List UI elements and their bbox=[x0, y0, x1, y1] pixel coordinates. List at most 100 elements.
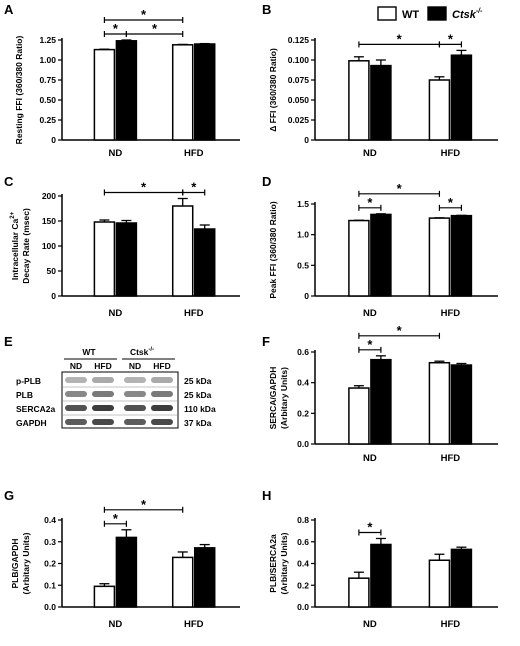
significance-star: * bbox=[191, 180, 197, 195]
y-tick-label: 0.75 bbox=[39, 75, 56, 85]
y-tick-label: 0.6 bbox=[297, 347, 309, 357]
bar-wt-hfd bbox=[171, 44, 194, 141]
x-category-label: HFD bbox=[441, 453, 461, 464]
blot-band bbox=[124, 377, 146, 383]
legend-swatch-wt bbox=[377, 6, 397, 21]
y-tick-label: 1.25 bbox=[39, 35, 56, 45]
x-category-label: ND bbox=[363, 148, 377, 159]
blot-group-ctsk-sup: -/- bbox=[148, 347, 154, 353]
y-tick-label: 0.100 bbox=[288, 55, 310, 65]
y-tick-label: 0.6 bbox=[297, 537, 309, 547]
y-tick-label: 0.4 bbox=[44, 515, 56, 525]
x-category-label: HFD bbox=[441, 619, 461, 630]
y-tick-label: 0.025 bbox=[288, 115, 310, 125]
y-axis-label: Resting FFI (360/380 Ratio) bbox=[14, 36, 24, 145]
x-category-label: ND bbox=[363, 308, 377, 319]
y-axis-label: (Arbitary Units) bbox=[21, 532, 31, 594]
y-axis-label: Δ FFI (360/380 Ratio) bbox=[268, 48, 278, 132]
bar-wt-hfd bbox=[428, 361, 451, 445]
legend-label-ctsk-sup: -/- bbox=[476, 8, 483, 15]
significance-star: * bbox=[113, 21, 119, 36]
y-tick-label: 0.4 bbox=[297, 378, 309, 388]
legend: WT Ctsk-/- bbox=[377, 6, 483, 21]
y-tick-label: 0 bbox=[51, 135, 56, 145]
significance-star: * bbox=[113, 511, 119, 526]
blot-band bbox=[65, 391, 87, 397]
blot-bands bbox=[62, 377, 178, 425]
y-tick-label: 1.00 bbox=[39, 55, 56, 65]
blot-band bbox=[92, 405, 114, 411]
bar-wt-hfd bbox=[428, 79, 451, 141]
significance-star: * bbox=[367, 337, 373, 352]
y-tick-label: 0.050 bbox=[288, 95, 310, 105]
chart-panel-B: B 0 0.025 0.050 0.075 0.100 0.125 Δ FFI (360/38… bbox=[262, 2, 498, 159]
panel-letter-D: D bbox=[262, 174, 271, 189]
y-axis-label: SERCA/GAPDH bbox=[268, 367, 278, 430]
blot-lane-label: HFD bbox=[153, 361, 170, 371]
blot-band bbox=[65, 419, 87, 425]
x-category-label: HFD bbox=[184, 148, 204, 159]
x-category-label: HFD bbox=[184, 308, 204, 319]
blot-row-name: PLB bbox=[16, 390, 33, 400]
x-category-label: ND bbox=[363, 619, 377, 630]
y-tick-label: 0.2 bbox=[297, 408, 309, 418]
legend-swatch-ctsk bbox=[427, 6, 447, 21]
blot-band bbox=[92, 391, 114, 397]
y-tick-label: 1.5 bbox=[297, 199, 309, 209]
y-axis-label: Peak FFI (360/380 Ratio) bbox=[268, 201, 278, 298]
blot-group-ctsk: Ctsk-/- bbox=[130, 347, 154, 357]
significance-star: * bbox=[397, 31, 403, 46]
x-category-label: ND bbox=[109, 308, 123, 319]
bar-wt-hfd bbox=[428, 217, 451, 297]
bar-ctsk-nd bbox=[370, 543, 392, 608]
blot-band bbox=[92, 419, 114, 425]
blot-row-name: SERCA2a bbox=[16, 404, 55, 414]
blot-lane-label: ND bbox=[70, 361, 82, 371]
panel-letter-C: C bbox=[4, 174, 14, 189]
blot-band bbox=[124, 419, 146, 425]
blot-band bbox=[65, 405, 87, 411]
significance-star: * bbox=[397, 323, 403, 338]
bar-ctsk-hfd bbox=[450, 54, 473, 141]
y-tick-label: 150 bbox=[42, 216, 56, 226]
bar-wt-nd bbox=[93, 585, 116, 608]
bar-ctsk-nd bbox=[370, 64, 392, 141]
y-axis-label: (Arbitary Units) bbox=[279, 367, 289, 429]
y-axis-label-superscript: 2+ bbox=[10, 211, 16, 218]
bar-wt-hfd bbox=[171, 205, 194, 297]
y-tick-label: 0.075 bbox=[288, 75, 310, 85]
y-tick-label: 0.1 bbox=[44, 580, 56, 590]
bar-ctsk-nd bbox=[115, 222, 138, 297]
y-axis-label: Decay Rate (msec) bbox=[21, 208, 31, 284]
bar-ctsk-nd bbox=[370, 358, 392, 445]
blot-row-name: GAPDH bbox=[16, 418, 47, 428]
legend-label-ctsk-main: Ctsk bbox=[452, 9, 477, 21]
y-tick-label: 0.4 bbox=[297, 559, 309, 569]
x-category-label: HFD bbox=[441, 308, 461, 319]
blot-band bbox=[124, 405, 146, 411]
bar-wt-nd bbox=[348, 577, 370, 608]
blot-row-size: 25 kDa bbox=[184, 376, 212, 386]
bar-wt-nd bbox=[93, 221, 116, 297]
legend-label-wt: WT bbox=[402, 9, 419, 21]
significance-star: * bbox=[448, 31, 454, 46]
bar-wt-hfd bbox=[428, 559, 451, 608]
panel-letter-F: F bbox=[262, 334, 270, 349]
significance-star: * bbox=[141, 497, 147, 512]
chart-panel-H: H 0.0 0.2 0.4 0.6 0.8 PLB/SERCA2a (Arbitary Uni… bbox=[262, 488, 498, 630]
chart-panel-C: C 0 50 100 150 200 Intracellular Ca2+ Decay Rat… bbox=[4, 174, 240, 319]
bar-ctsk-hfd bbox=[450, 364, 473, 445]
panel-letter-H: H bbox=[262, 488, 271, 503]
x-category-label: ND bbox=[109, 619, 123, 630]
blot-row-size: 25 kDa bbox=[184, 390, 212, 400]
bar-ctsk-hfd bbox=[193, 547, 216, 608]
y-tick-label: 0.5 bbox=[297, 260, 309, 270]
blot-row-size: 110 kDa bbox=[184, 404, 216, 414]
significance-star: * bbox=[367, 519, 373, 534]
significance-star: * bbox=[141, 180, 147, 195]
blot-band bbox=[151, 405, 173, 411]
significance-star: * bbox=[367, 195, 373, 210]
blot-lane-label: ND bbox=[129, 361, 141, 371]
y-axis-label: (Arbitary Units) bbox=[279, 532, 289, 594]
y-tick-label: 0.3 bbox=[44, 537, 56, 547]
